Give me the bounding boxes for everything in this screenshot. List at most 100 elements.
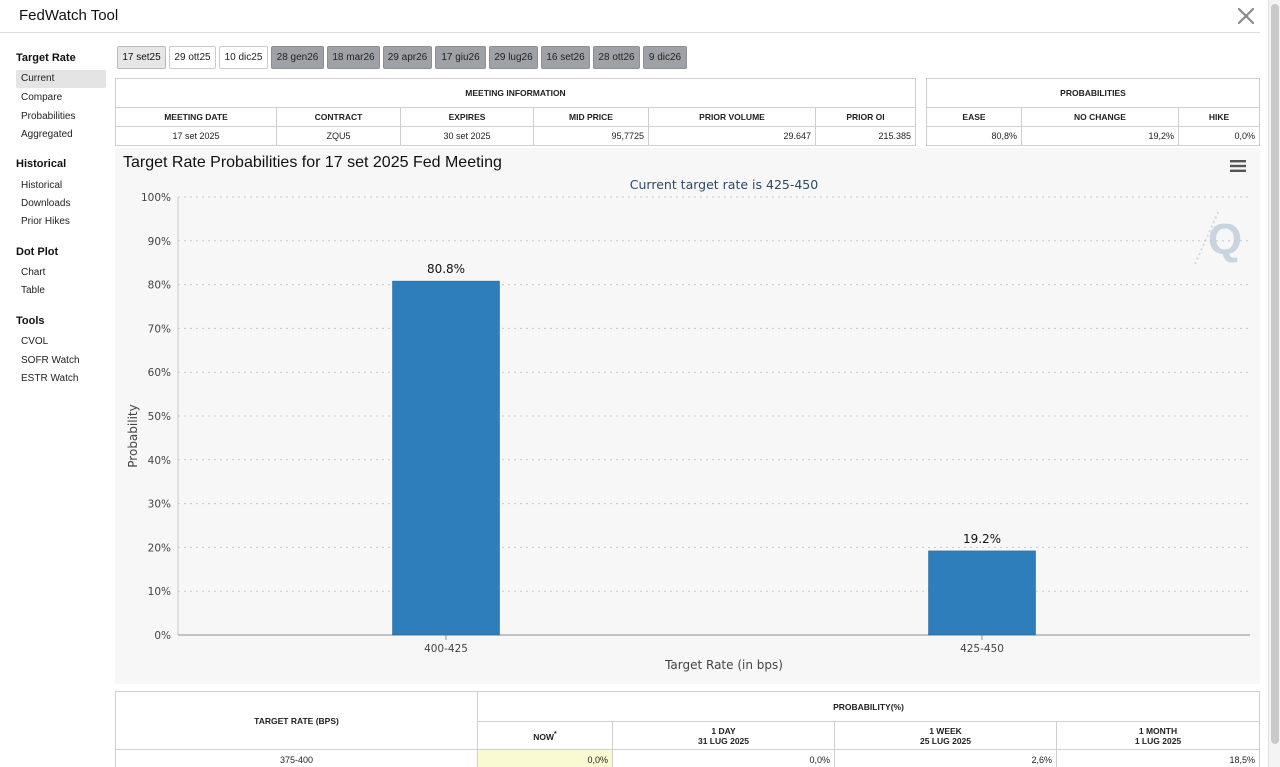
column-header: PRIOR OI [815,107,916,127]
now-value-cell: 0,0% [477,749,613,767]
sidebar-item-downloads[interactable]: Downloads [21,198,71,209]
y-tick-label: 10% [148,586,171,598]
watermark-logo: Q [1208,215,1242,264]
meeting-information-table: MEETING INFORMATION MEETING DATE CONTRAC… [115,78,916,146]
tab-meeting[interactable]: 29 apr26 [383,46,432,69]
y-tick-label: 30% [148,499,171,511]
y-tick-label: 90% [148,236,171,248]
sidebar-item-current[interactable]: Current [16,70,106,88]
ease-cell: 80,8% [926,126,1022,146]
prior-oi-cell: 215.385 [815,126,916,146]
sidebar-item-historical[interactable]: Historical [21,180,63,191]
now-label: NOW [533,731,554,742]
tab-meeting[interactable]: 9 dic26 [643,46,687,69]
period-date: 25 LUG 2025 [919,735,972,746]
hike-cell: 0,0% [1178,126,1260,146]
tab-meeting[interactable]: 28 ott26 [593,46,640,69]
bar-chart: Current target rate is 425-450 Q 0% 10% 20% 3… [126,177,1250,672]
sidebar-heading-target-rate: Target Rate [16,52,76,64]
y-tick-label: 0% [154,630,171,642]
sidebar-item-sofr-watch[interactable]: SOFR Watch [21,355,80,366]
now-footnote-mark: * [554,729,557,738]
x-tick-label: 425-450 [960,643,1004,655]
probability-history-table: TARGET RATE (BPS) PROBABILITY(%) NOW* 1 … [115,691,1260,767]
app-header: FedWatch Tool [0,0,1260,33]
column-header: PRIOR VOLUME [648,107,816,127]
target-rate-header: TARGET RATE (BPS) [115,691,478,750]
x-tick-label: 400-425 [424,643,468,655]
x-axis-label: Target Rate (in bps) [664,658,783,672]
period-label: 1 WEEK [929,725,962,736]
sidebar-item-estr-watch[interactable]: ESTR Watch [21,373,79,384]
sidebar-heading-tools: Tools [16,315,45,327]
column-header: HIKE [1178,107,1260,127]
column-header: MEETING DATE [115,107,277,127]
data-label: 80.8% [427,262,465,276]
tab-meeting[interactable]: 17 set25 [117,46,166,69]
period-header: 1 WEEK 25 LUG 2025 [834,721,1057,750]
expires-cell: 30 set 2025 [400,126,534,146]
probability-caption: PROBABILITY(%) [477,691,1260,722]
sidebar-item-prior-hikes[interactable]: Prior Hikes [21,216,70,227]
sidebar-item-aggregated[interactable]: Aggregated [21,129,73,140]
page-scrollbar[interactable] [1268,0,1280,767]
mid-price-cell: 95,7725 [533,126,649,146]
period-value-cell: 0,0% [612,749,835,767]
table-row: 375-400 0,0% 0,0% 2,6% 18,5% [115,749,1260,767]
sidebar-heading-historical: Historical [16,158,67,170]
tab-meeting[interactable]: 28 gen26 [271,46,324,69]
sidebar-item-compare[interactable]: Compare [21,92,63,103]
column-header: CONTRACT [276,107,401,127]
sidebar-item-chart[interactable]: Chart [21,267,46,278]
tab-meeting[interactable]: 29 lug26 [489,46,538,69]
y-tick-label: 70% [148,323,171,335]
close-icon[interactable] [1236,6,1256,26]
column-header: MID PRICE [533,107,649,127]
y-tick-label: 20% [148,542,171,554]
tab-meeting[interactable]: 29 ott25 [169,46,216,69]
y-tick-label: 80% [148,280,171,292]
sidebar-heading-dot-plot: Dot Plot [16,246,59,258]
probabilities-caption: PROBABILITIES [926,78,1260,108]
sidebar-item-cvol[interactable]: CVOL [21,336,49,347]
period-date: 31 LUG 2025 [697,735,750,746]
tab-meeting[interactable]: 17 giu26 [435,46,486,69]
scrollbar-thumb[interactable] [1271,4,1279,744]
probabilities-table: PROBABILITIES EASE NO CHANGE HIKE 80,8% … [926,78,1260,146]
column-header: EXPIRES [400,107,534,127]
y-tick-label: 100% [141,192,171,204]
column-header: EASE [926,107,1022,127]
sidebar-item-table[interactable]: Table [21,285,45,296]
meeting-date-cell: 17 set 2025 [115,126,277,146]
period-header: 1 MONTH 1 LUG 2025 [1056,721,1260,750]
period-label: 1 MONTH [1138,725,1178,736]
bar-425-450 [928,550,1036,636]
period-value-cell: 18,5% [1056,749,1260,767]
y-tick-label: 50% [148,411,171,423]
y-axis-label: Probability [126,404,140,467]
no-change-cell: 19,2% [1021,126,1179,146]
column-header: NO CHANGE [1021,107,1179,127]
period-header: 1 DAY 31 LUG 2025 [612,721,835,750]
target-rate-cell: 375-400 [115,749,478,767]
meeting-information-caption: MEETING INFORMATION [115,78,916,108]
chart-menu-icon[interactable] [1229,159,1247,173]
data-label: 19.2% [963,532,1001,546]
chart-subtitle: Current target rate is 425-450 [630,177,818,192]
y-tick-label: 40% [148,455,171,467]
app-title: FedWatch Tool [19,7,119,24]
chart-title: Target Rate Probabilities for 17 set 202… [123,154,502,171]
now-header: NOW* [477,721,613,750]
bar-400-425 [392,280,500,636]
y-tick-label: 60% [148,367,171,379]
contract-cell: ZQU5 [276,126,401,146]
prior-volume-cell: 29.647 [648,126,816,146]
period-value-cell: 2,6% [834,749,1057,767]
tab-meeting[interactable]: 18 mar26 [327,46,380,69]
tab-meeting[interactable]: 16 set26 [541,46,590,69]
period-date: 1 LUG 2025 [1134,735,1182,746]
period-label: 1 DAY [711,725,736,736]
sidebar-item-probabilities[interactable]: Probabilities [21,111,76,122]
chart-panel: Target Rate Probabilities for 17 set 202… [115,148,1260,684]
tab-meeting[interactable]: 10 dic25 [219,46,268,69]
